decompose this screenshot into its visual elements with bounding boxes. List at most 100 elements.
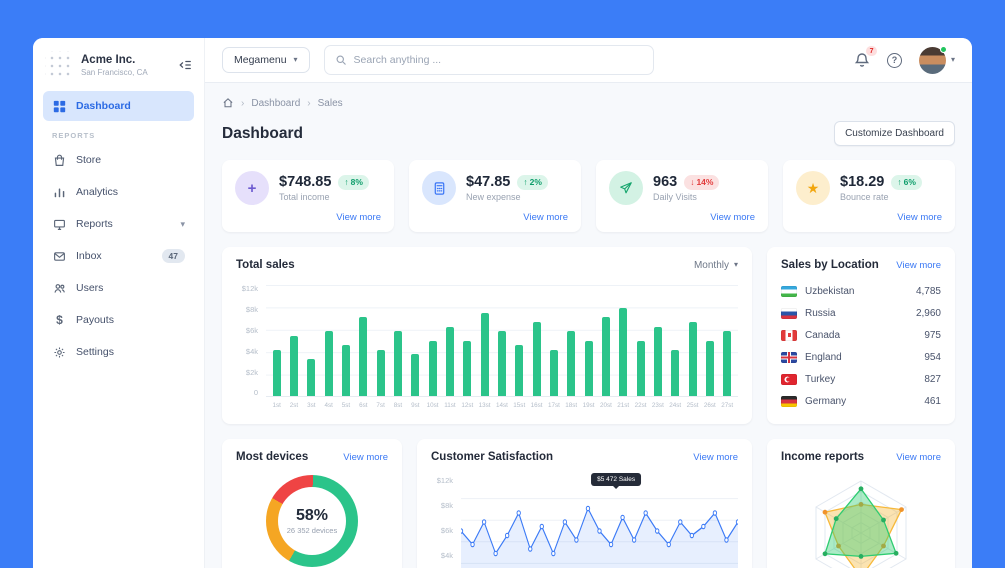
x-axis-label: 21st [617, 402, 630, 409]
sidebar-item-settings[interactable]: Settings [43, 337, 194, 367]
satisfaction-y-axis: $12k$8k$6k$4k$2k [431, 477, 453, 568]
sidebar-item-reports[interactable]: Reports ▾ [43, 209, 194, 239]
stat-value: $47.85 [466, 174, 511, 190]
y-axis-label: $6k [440, 526, 453, 536]
page-content: › Dashboard › Sales Dashboard Customize … [205, 83, 972, 568]
bar [463, 340, 472, 396]
country-value: 827 [924, 373, 941, 385]
sidebar-collapse-button[interactable] [178, 58, 192, 72]
bar [636, 340, 645, 396]
brand-block: Acme Inc. San Francisco, CA [81, 54, 148, 77]
view-more-link[interactable]: View more [897, 212, 942, 223]
view-more-link[interactable]: View more [336, 212, 381, 223]
chevron-right-icon: › [307, 97, 311, 109]
breadcrumb-item-dashboard[interactable]: Dashboard [251, 97, 301, 109]
company-logo [45, 51, 73, 79]
bar [723, 331, 732, 396]
customer-satisfaction-card: Customer Satisfaction View more $12k $8k $… [417, 439, 752, 568]
bar-column [493, 285, 510, 396]
bar-column [597, 285, 614, 396]
range-label: Monthly [693, 259, 729, 271]
x-axis-label: 8st [393, 402, 403, 409]
list-item: Germany 461 [781, 390, 941, 412]
stat-text: $748.85 ↑ 8% Total income [279, 174, 369, 202]
country-value: 975 [924, 329, 941, 341]
chart-tooltip: $5 472 Sales [591, 473, 642, 486]
x-axis-label: 12st [461, 402, 474, 409]
customize-dashboard-button[interactable]: Customize Dashboard [834, 121, 955, 146]
delta-value: 14% [696, 177, 714, 187]
sidebar-item-analytics[interactable]: Analytics [43, 177, 194, 207]
bar [480, 312, 489, 396]
card-title: Most devices [236, 451, 309, 463]
search-icon [335, 54, 347, 66]
satisfaction-plot: $5 472 Sales [461, 473, 738, 568]
bar-column [441, 285, 458, 396]
x-axis-label: 27st [721, 402, 734, 409]
sidebar-item-label: Settings [76, 346, 114, 358]
megamenu-label: Megamenu [234, 54, 287, 66]
star-icon: ★ [796, 171, 830, 205]
bar-column [459, 285, 476, 396]
user-menu[interactable]: ▾ [918, 45, 955, 74]
plus-icon: + [235, 171, 269, 205]
delta-value: 6% [903, 177, 916, 187]
view-more-link[interactable]: View more [523, 212, 568, 223]
bar-column [719, 285, 736, 396]
stat-top: $47.85 ↑ 2% New expense [422, 171, 568, 205]
x-axis-label: 17st [547, 402, 560, 409]
devices-percentage: 58% [295, 507, 328, 524]
card-title: Customer Satisfaction [431, 451, 554, 463]
app-window: Acme Inc. San Francisco, CA Dashboard RE… [33, 38, 972, 568]
chevron-down-icon[interactable]: ▾ [180, 218, 185, 229]
bar [567, 331, 576, 396]
view-more-link[interactable]: View more [710, 212, 755, 223]
stat-value: $18.29 [840, 174, 885, 190]
sidebar-item-label: Inbox [76, 250, 102, 262]
home-icon[interactable] [222, 97, 234, 109]
help-button[interactable]: ? [886, 52, 902, 68]
x-axis-label: 26st [703, 402, 716, 409]
sidebar-item-users[interactable]: Users [43, 273, 194, 303]
y-axis-label: 0 [253, 388, 258, 398]
x-axis-label: 5st [341, 402, 351, 409]
search-box[interactable] [323, 45, 654, 75]
income-radar [815, 480, 907, 568]
view-more-link[interactable]: View more [896, 451, 941, 463]
bar-column [511, 285, 528, 396]
bar [532, 322, 541, 396]
search-input[interactable] [353, 54, 643, 66]
delta-value: 2% [529, 177, 542, 187]
bar [497, 331, 506, 396]
paper-plane-icon [609, 171, 643, 205]
gear-icon [52, 346, 67, 359]
sidebar-item-store[interactable]: Store [43, 145, 194, 175]
turkey-flag-icon [781, 373, 797, 385]
sidebar-item-label: Payouts [76, 314, 114, 326]
sidebar-item-dashboard[interactable]: Dashboard [43, 91, 194, 121]
bar [584, 340, 593, 396]
avatar[interactable] [918, 45, 947, 74]
bottom-row: Most devices View more 58% 26 352 device… [222, 439, 955, 568]
notifications-button[interactable]: 7 [854, 46, 877, 68]
megamenu-button[interactable]: Megamenu ▾ [222, 47, 310, 73]
breadcrumb-item-sales[interactable]: Sales [317, 97, 343, 109]
bar [428, 340, 437, 396]
country-name: England [805, 351, 842, 363]
country-name: Russia [805, 307, 836, 319]
sidebar-item-payouts[interactable]: $ Payouts [43, 305, 194, 335]
bar-column [268, 285, 285, 396]
range-select[interactable]: Monthly ▾ [694, 260, 738, 271]
chevron-down-icon: ▾ [950, 55, 955, 64]
calculator-icon [422, 171, 456, 205]
bar [445, 326, 454, 396]
stat-top: 963 ↓ 14% Daily Visits [609, 171, 755, 205]
list-item: Canada 975 [781, 324, 941, 346]
view-more-link[interactable]: View more [343, 451, 388, 463]
view-more-link[interactable]: View more [693, 451, 738, 463]
x-axis-label: 14st [495, 402, 508, 409]
x-axis-label: 23st [651, 402, 664, 409]
sidebar-item-inbox[interactable]: Inbox 47 [43, 241, 194, 271]
view-more-link[interactable]: View more [896, 259, 941, 271]
x-axis-label: 24st [669, 402, 682, 409]
